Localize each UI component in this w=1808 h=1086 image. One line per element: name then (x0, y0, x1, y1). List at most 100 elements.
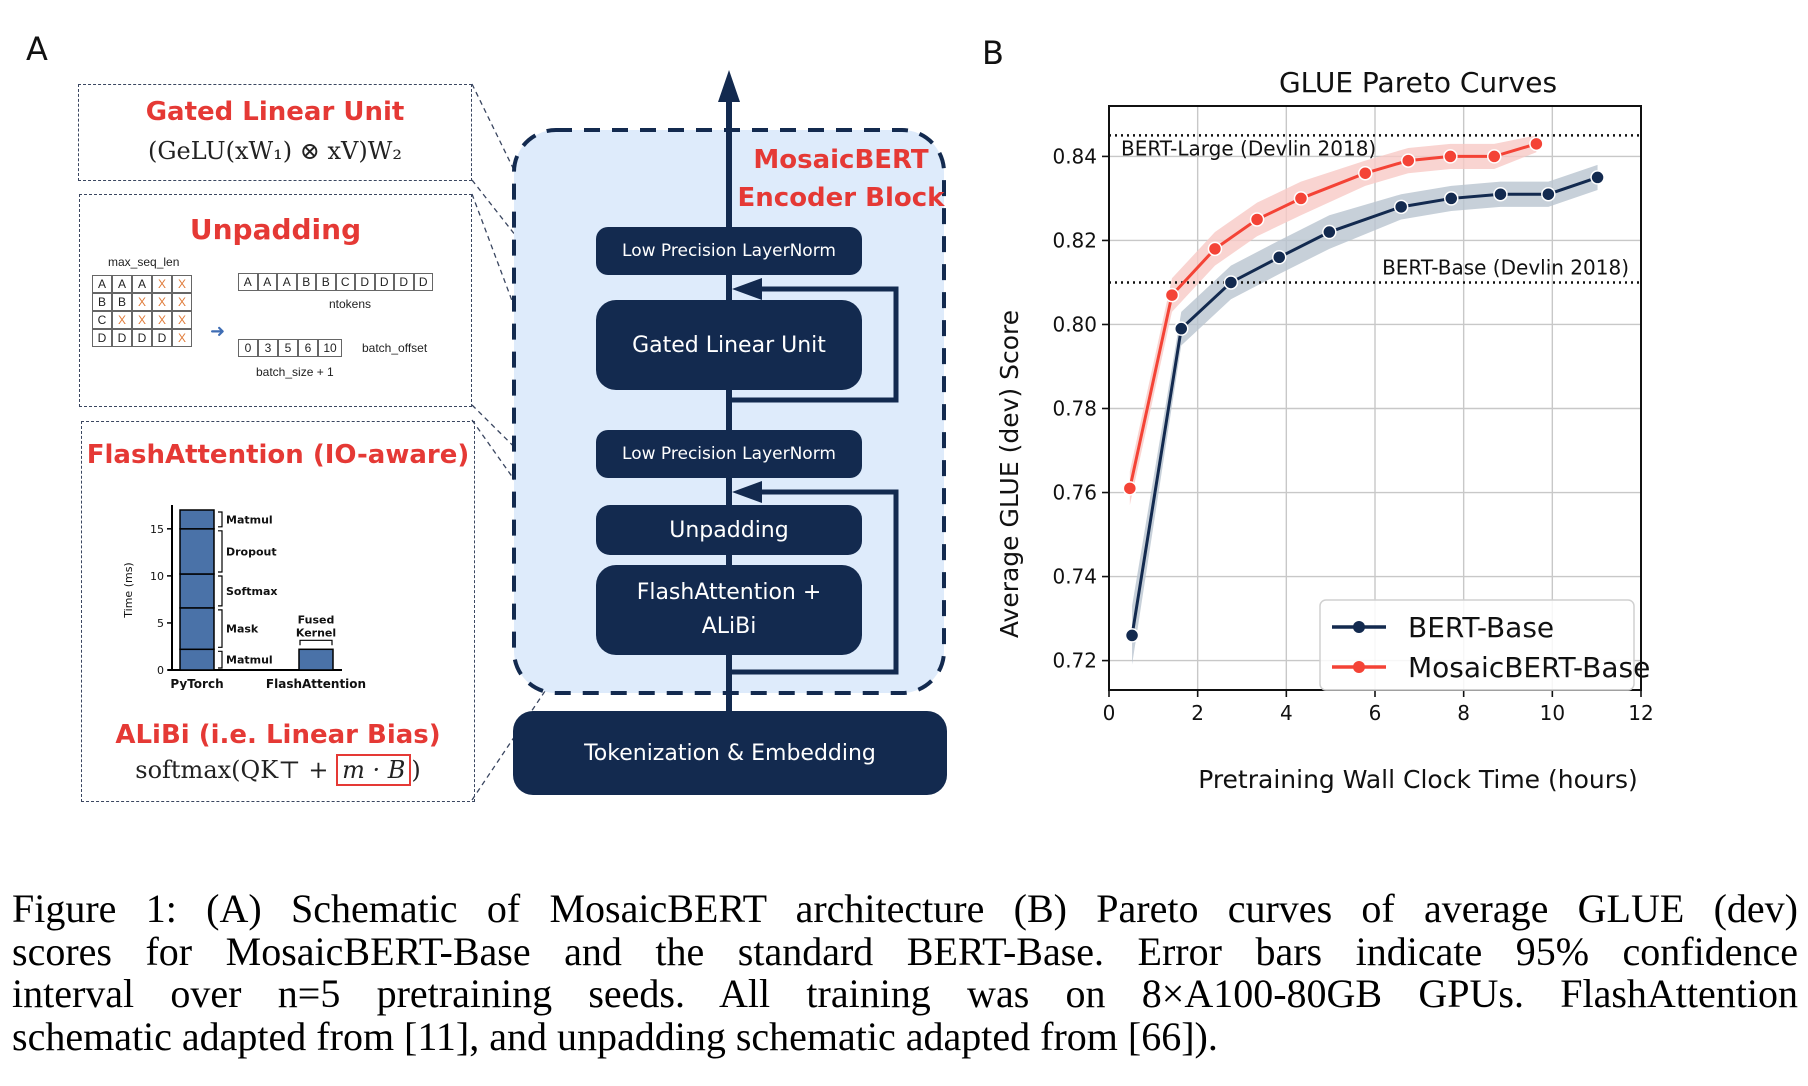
flash-y-tick-label: 15 (150, 523, 164, 536)
data-point-mosaicbert-base (1293, 191, 1309, 206)
panel-a-letter: A (26, 30, 48, 68)
ci-band-mosaicbert-base (1129, 135, 1537, 506)
data-point-mosaicbert-base (1249, 212, 1265, 227)
caption-line-4: schematic adapted from [11], and unpaddi… (12, 1013, 1218, 1059)
ci-band-bert-base (1132, 164, 1598, 665)
axis-layer: 0 2 4 6 8 10 12 0.72 0.74 0.76 0.78 0.80 0.82 0.84 (1052, 105, 1654, 725)
data-point-bert-base (1174, 321, 1189, 336)
pytorch-segment-bar (179, 573, 215, 609)
figure-caption: Figure 1: (A) Schematic of MosaicBERT ar… (12, 886, 1798, 1059)
data-point-mosaicbert-base (1122, 481, 1138, 496)
legend-label: BERT-Base (1408, 611, 1554, 644)
data-point-bert-base (1541, 186, 1556, 202)
data-point-bert-base (1124, 628, 1140, 643)
token-cell: D (112, 329, 132, 347)
flashattention-bar (298, 648, 334, 671)
padding-cell: X (132, 311, 152, 329)
segment-bracket (218, 575, 223, 607)
reference-line-label: BERT-Large (Devlin 2018) (1121, 136, 1376, 160)
ntoken-cell: D (355, 273, 375, 291)
segment-bracket (218, 609, 223, 648)
caption-line-1: Figure 1: (A) Schematic of MosaicBERT ar… (12, 886, 1798, 931)
alibi-callout-title: ALiBi (i.e. Linear Bias) (115, 720, 441, 750)
batch-offset-cell: 6 (298, 339, 318, 357)
data-point-mosaicbert-base (1443, 149, 1458, 164)
legend: BERT-Base MosaicBERT-Base (1319, 599, 1650, 691)
batch-offset-cell: 5 (278, 339, 298, 357)
reference-line-layer: BERT-Large (Devlin 2018) BERT-Base (Devli… (1109, 134, 1641, 284)
glu-formula: (GeLU(xW₁) ⊗ xV)W₂ (147, 137, 403, 165)
ntoken-cell: A (257, 273, 277, 291)
padding-cell: X (112, 311, 132, 329)
token-cell: B (92, 293, 112, 311)
chart-title: GLUE Pareto Curves (1279, 66, 1557, 99)
unpadding-block-label: Unpadding (669, 517, 789, 543)
y-tick-label: 0.82 (1052, 228, 1097, 252)
batch-offset-cell: 3 (258, 339, 278, 357)
residual-arrow-glu-icon (732, 278, 762, 300)
flash-block-line1: FlashAttention + (636, 580, 822, 605)
token-cell: B (112, 293, 132, 311)
pytorch-segment-label: Softmax (226, 585, 278, 598)
y-tick-label: 0.78 (1052, 397, 1097, 421)
batch-size-label: batch_size + 1 (256, 365, 334, 379)
segment-bracket (218, 511, 223, 528)
padding-cell: X (152, 311, 172, 329)
token-cell: D (92, 329, 112, 347)
padding-cell: X (132, 293, 152, 311)
padding-cell: X (172, 275, 192, 293)
panel-b-letter: B (982, 34, 1004, 72)
pytorch-segment-bar (179, 528, 215, 575)
x-tick-label: 10 (1540, 701, 1565, 725)
ntoken-cell: B (316, 273, 336, 291)
data-point-bert-base (1393, 199, 1409, 215)
flash-alibi-callout-box: FlashAttention (IO-aware) 0 5 10 15 Time (ms… (81, 421, 475, 802)
data-point-bert-base (1271, 250, 1287, 265)
batch-offset-cell: 10 (318, 339, 342, 357)
y-axis-label: Average GLUE (dev) Score (995, 310, 1024, 638)
ntoken-cell: A (238, 273, 258, 291)
flash-attention-timing-chart: 0 5 10 15 Time (ms) Matmul Mask Softmax Dropout M… (122, 505, 366, 690)
x-tick-label: 4 (1280, 701, 1293, 725)
residual-arrow-attention-icon (732, 481, 762, 503)
padding-cell: X (152, 293, 172, 311)
glu-block: Gated Linear Unit (596, 300, 862, 390)
unpad-arrow-icon: ➜ (210, 321, 226, 342)
padding-cell: X (152, 275, 172, 293)
x-tick-label: 2 (1191, 701, 1204, 725)
pytorch-segment-bar (179, 607, 215, 651)
max-seq-len-label: max_seq_len (108, 255, 180, 269)
flash-alibi-block: FlashAttention + ALiBi (596, 565, 862, 655)
residual-loop-attention (729, 489, 899, 675)
glue-pareto-chart: GLUE Pareto Curves BERT-Large (Devlin 20… (995, 66, 1654, 794)
x-tick-label: 0 (1103, 701, 1116, 725)
data-point-mosaicbert-base (1207, 241, 1223, 257)
ntoken-cell: B (296, 273, 316, 291)
batch-offset-row: 0 3 5 6 10 (238, 339, 358, 359)
y-tick-label: 0.76 (1052, 481, 1097, 505)
token-cell: D (132, 329, 152, 347)
fused-kernel-bracket (299, 639, 333, 646)
pytorch-segment-label: Dropout (226, 545, 277, 558)
alibi-formula-suffix: ) (411, 756, 421, 784)
pytorch-segment-bar (179, 648, 215, 671)
unpadding-block: Unpadding (596, 505, 862, 555)
x-tick-label: 12 (1628, 701, 1653, 725)
layernorm-bottom-block: Low Precision LayerNorm (596, 430, 862, 478)
caption-line-3: interval over n=5 pretraining seeds. All… (12, 971, 1798, 1016)
x-tick-label: 6 (1369, 701, 1382, 725)
ntoken-cell: D (374, 273, 394, 291)
data-point-mosaicbert-base (1357, 165, 1373, 181)
series-line-mosaicbert-base (1128, 142, 1537, 489)
padding-cell: X (172, 329, 192, 347)
legend-swatch-marker (1353, 661, 1365, 673)
data-point-bert-base (1444, 191, 1459, 206)
token-cell: A (92, 275, 112, 293)
alibi-bias-term: m · B (336, 754, 412, 786)
data-point-bert-base (1322, 224, 1337, 240)
flash-x-label-flashattention: FlashAttention (266, 677, 366, 690)
series-line-layer (1122, 136, 1605, 643)
ntoken-cell: D (413, 273, 433, 291)
